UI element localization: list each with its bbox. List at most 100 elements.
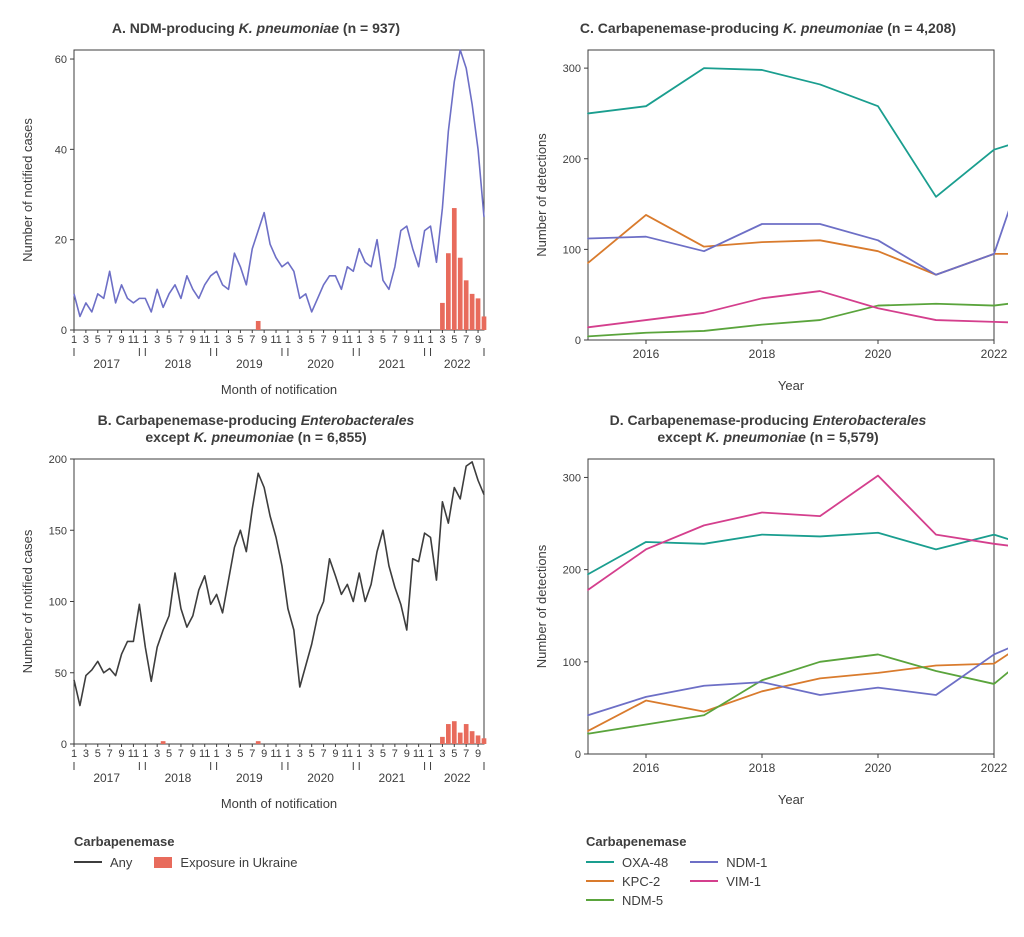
svg-text:9: 9 xyxy=(475,748,481,760)
svg-text:300: 300 xyxy=(563,63,581,75)
svg-text:1: 1 xyxy=(142,748,148,760)
svg-text:11: 11 xyxy=(270,334,281,346)
legend-swatch-line xyxy=(74,861,102,863)
svg-text:2021: 2021 xyxy=(379,357,406,371)
svg-text:11: 11 xyxy=(128,334,139,346)
legend-swatch-box xyxy=(154,857,172,868)
svg-text:11: 11 xyxy=(270,748,281,760)
panel-d-chart: 0100200300Number of detections2016201820… xyxy=(528,449,1008,814)
svg-text:2018: 2018 xyxy=(749,761,776,775)
svg-text:2016: 2016 xyxy=(633,347,660,361)
svg-text:9: 9 xyxy=(404,748,410,760)
svg-text:2022: 2022 xyxy=(444,771,471,785)
svg-text:5: 5 xyxy=(309,748,315,760)
legend-left-title: Carbapenemase xyxy=(74,834,496,849)
legend-swatch-line xyxy=(690,880,718,882)
legend-item: VIM-1 xyxy=(690,874,767,889)
svg-text:1: 1 xyxy=(356,334,362,346)
svg-text:3: 3 xyxy=(225,334,231,346)
panel-d-title2-prefix: except xyxy=(657,429,705,445)
svg-text:11: 11 xyxy=(413,748,424,760)
svg-text:200: 200 xyxy=(49,454,67,466)
legend-item: NDM-5 xyxy=(586,893,668,908)
svg-text:0: 0 xyxy=(61,739,67,751)
svg-text:40: 40 xyxy=(55,144,67,156)
svg-text:1: 1 xyxy=(427,334,433,346)
svg-text:5: 5 xyxy=(380,334,386,346)
svg-text:3: 3 xyxy=(83,334,89,346)
svg-text:9: 9 xyxy=(118,748,124,760)
legend-item: NDM-1 xyxy=(690,855,767,870)
svg-text:50: 50 xyxy=(55,667,67,679)
legend-swatch-line xyxy=(586,899,614,901)
svg-text:2018: 2018 xyxy=(749,347,776,361)
svg-text:Year: Year xyxy=(778,792,805,807)
legend-swatch-line xyxy=(586,880,614,882)
svg-text:Year: Year xyxy=(778,378,805,393)
svg-text:9: 9 xyxy=(475,334,481,346)
svg-text:2019: 2019 xyxy=(236,771,263,785)
svg-text:1: 1 xyxy=(71,334,77,346)
svg-text:2017: 2017 xyxy=(93,771,120,785)
svg-text:Number of detections: Number of detections xyxy=(534,132,549,256)
legend-left-items: AnyExposure in Ukraine xyxy=(74,855,496,870)
svg-text:5: 5 xyxy=(166,334,172,346)
panel-a: A. NDM-producing K. pneumoniae (n = 937)… xyxy=(16,16,496,400)
svg-text:7: 7 xyxy=(321,334,327,346)
legend-left: Carbapenemase AnyExposure in Ukraine xyxy=(16,822,496,908)
svg-text:2018: 2018 xyxy=(165,771,192,785)
panel-b-title-prefix: B. Carbapenemase-producing xyxy=(98,412,301,428)
svg-text:2020: 2020 xyxy=(307,357,334,371)
svg-text:60: 60 xyxy=(55,54,67,66)
svg-text:1: 1 xyxy=(356,748,362,760)
panel-c-title: C. Carbapenemase-producing K. pneumoniae… xyxy=(528,20,1008,38)
svg-text:5: 5 xyxy=(451,748,457,760)
panel-a-title-prefix: A. NDM-producing xyxy=(112,20,239,36)
svg-text:3: 3 xyxy=(297,334,303,346)
svg-text:3: 3 xyxy=(439,334,445,346)
panel-d: D. Carbapenemase-producing Enterobactera… xyxy=(528,408,1008,814)
svg-text:2018: 2018 xyxy=(165,357,192,371)
svg-text:5: 5 xyxy=(237,748,243,760)
svg-text:9: 9 xyxy=(190,334,196,346)
legend-label: Any xyxy=(110,855,132,870)
svg-text:9: 9 xyxy=(332,748,338,760)
legend-label: VIM-1 xyxy=(726,874,761,889)
panel-b-title2-prefix: except xyxy=(145,429,193,445)
panel-d-title-prefix: D. Carbapenemase-producing xyxy=(610,412,813,428)
svg-text:0: 0 xyxy=(575,749,581,761)
svg-text:2021: 2021 xyxy=(379,771,406,785)
svg-text:7: 7 xyxy=(463,334,469,346)
svg-text:Number of detections: Number of detections xyxy=(534,544,549,668)
legend-item: KPC-2 xyxy=(586,874,668,889)
svg-text:5: 5 xyxy=(95,334,101,346)
svg-text:2020: 2020 xyxy=(865,347,892,361)
svg-text:7: 7 xyxy=(107,334,113,346)
svg-text:2017: 2017 xyxy=(93,357,120,371)
panel-a-chart: 0204060Number of notified cases135791120… xyxy=(16,40,496,400)
svg-text:100: 100 xyxy=(563,244,581,256)
legend-label: KPC-2 xyxy=(622,874,660,889)
svg-text:100: 100 xyxy=(563,656,581,668)
legend-label: OXA-48 xyxy=(622,855,668,870)
legend-right: Carbapenemase OXA-48NDM-1KPC-2VIM-1NDM-5 xyxy=(528,822,1008,908)
svg-text:1: 1 xyxy=(142,334,148,346)
panel-a-title: A. NDM-producing K. pneumoniae (n = 937) xyxy=(16,20,496,38)
legend-right-items: OXA-48 NDM-1 KPC-2 VIM-1 NDM-5 xyxy=(586,855,1008,908)
svg-text:7: 7 xyxy=(107,748,113,760)
svg-text:5: 5 xyxy=(451,334,457,346)
svg-text:5: 5 xyxy=(380,748,386,760)
legend-label: NDM-5 xyxy=(622,893,663,908)
svg-text:11: 11 xyxy=(128,748,139,760)
panel-b-title-suffix: (n = 6,855) xyxy=(294,429,367,445)
panel-c-title-italic: K. pneumoniae xyxy=(783,20,883,36)
legend-label: NDM-1 xyxy=(726,855,767,870)
panel-b-title2-italic: K. pneumoniae xyxy=(194,429,294,445)
svg-text:2022: 2022 xyxy=(444,357,471,371)
svg-text:5: 5 xyxy=(166,748,172,760)
svg-text:0: 0 xyxy=(61,325,67,337)
svg-text:5: 5 xyxy=(95,748,101,760)
svg-text:7: 7 xyxy=(249,334,255,346)
svg-text:11: 11 xyxy=(342,748,353,760)
svg-text:11: 11 xyxy=(199,748,210,760)
